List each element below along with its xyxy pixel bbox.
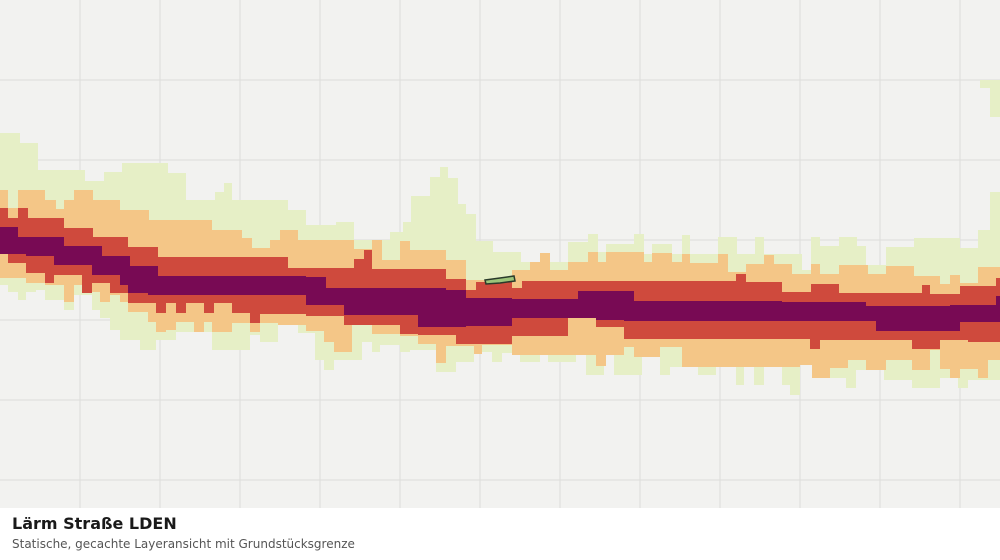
- map-subtitle: Statische, gecachte Layeransicht mit Gru…: [12, 537, 355, 551]
- noise-zone-very-high: [0, 227, 1000, 331]
- property-boundary: [484, 275, 516, 285]
- map-title: Lärm Straße LDEN: [12, 514, 177, 533]
- caption-panel: Lärm Straße LDEN Statische, gecachte Lay…: [0, 508, 1000, 560]
- noise-zone-low: [980, 80, 1000, 117]
- noise-map: [0, 0, 1000, 508]
